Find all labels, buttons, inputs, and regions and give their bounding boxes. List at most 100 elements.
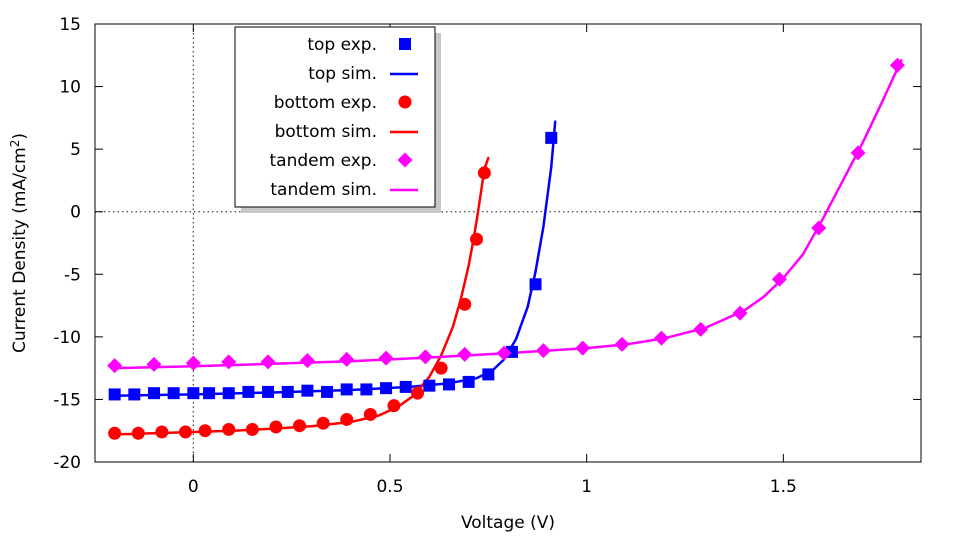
data-point [423,379,436,392]
y-axis-title-sup: 2 [8,140,22,148]
data-point [262,385,275,398]
data-point [185,355,201,371]
data-point [340,412,354,426]
legend-marker-sample [398,95,412,109]
legend-label: top exp. [307,35,377,55]
data-point [221,354,237,370]
y-axis-title-main: Current Density (mA/cm [10,147,30,353]
data-point [458,297,472,311]
data-point [242,385,255,398]
data-point [378,350,394,366]
data-point [850,145,866,161]
data-point [167,387,180,400]
legend: top exp. top sim. bottom exp. bottom sim. ta… [234,26,441,213]
zero-lines [95,24,921,462]
data-point [321,385,334,398]
data-point [108,426,122,440]
y-tick-label: -15 [53,390,81,410]
y-tick-label: -5 [64,265,81,285]
data-point [146,356,162,372]
legend-marker-sample [397,152,413,168]
series-line [113,156,490,436]
axis-ticks: 0 0.5 1 1.5 -20 -15 -10 -5 0 5 10 15 [53,15,921,497]
data-point [187,387,200,400]
data-point [380,382,393,395]
data-point [417,349,433,365]
data-point [477,166,491,180]
data-point [535,343,551,359]
data-point [222,422,236,436]
data-point [245,422,259,436]
data-point [107,358,123,374]
data-point [339,351,355,367]
data-point [148,387,160,400]
y-tick-label: 0 [70,203,81,223]
data-point [360,383,373,396]
x-tick-label: 1 [581,477,592,497]
y-tick-label: 10 [59,78,81,98]
data-point [178,425,192,439]
y-axis-title: Current Density (mA/cm2) [8,133,30,353]
data-point [462,375,475,388]
data-point [293,419,307,433]
data-point [128,388,141,401]
data-point [222,387,235,400]
data-point [301,384,314,397]
data-point [732,305,748,321]
series-bottom-sim [113,156,490,436]
data-point [399,380,412,393]
data-point [155,425,169,439]
data-point [771,271,787,287]
series-layer [107,57,905,440]
data-point [203,387,216,400]
legend-marker-sample [399,38,411,50]
data-point [470,232,484,246]
data-point [545,131,558,144]
data-point [529,278,542,291]
data-point [131,426,145,440]
data-point [316,416,330,430]
series-bottom-exp [108,166,491,440]
legend-label: tandem sim. [270,180,377,200]
data-point [457,346,473,362]
series-tandem-sim [113,59,903,370]
data-point [411,386,425,400]
data-point [443,378,455,391]
data-point [614,336,630,352]
data-point [260,354,276,370]
series-tandem-exp [107,57,905,374]
plot-frame [94,23,922,463]
y-tick-label: -10 [53,328,81,348]
x-tick-label: 0 [188,477,199,497]
data-point [482,368,495,381]
series-top-exp [108,131,558,401]
data-point [363,407,377,421]
y-axis-title-suffix: ) [10,133,30,140]
x-tick-label: 0.5 [376,477,403,497]
data-point [108,388,121,401]
data-point [575,340,591,356]
y-tick-label: 5 [70,140,81,160]
data-point [653,330,669,346]
data-point [434,361,448,375]
legend-label: bottom sim. [275,122,377,142]
data-point [889,57,905,73]
legend-box [234,26,436,208]
x-tick-label: 1.5 [770,477,797,497]
x-axis-title: Voltage (V) [461,513,555,533]
legend-label: bottom exp. [274,93,377,113]
data-point [811,220,827,236]
data-point [496,345,512,361]
legend-label: top sim. [308,64,377,84]
data-point [198,424,212,438]
series-line [113,59,903,370]
data-point [693,321,709,337]
data-point [387,399,401,413]
data-point [281,385,294,398]
data-point [340,383,353,396]
data-point [299,353,315,369]
y-tick-label: 15 [59,15,81,35]
legend-label: tandem exp. [270,151,378,171]
data-point [269,420,283,434]
